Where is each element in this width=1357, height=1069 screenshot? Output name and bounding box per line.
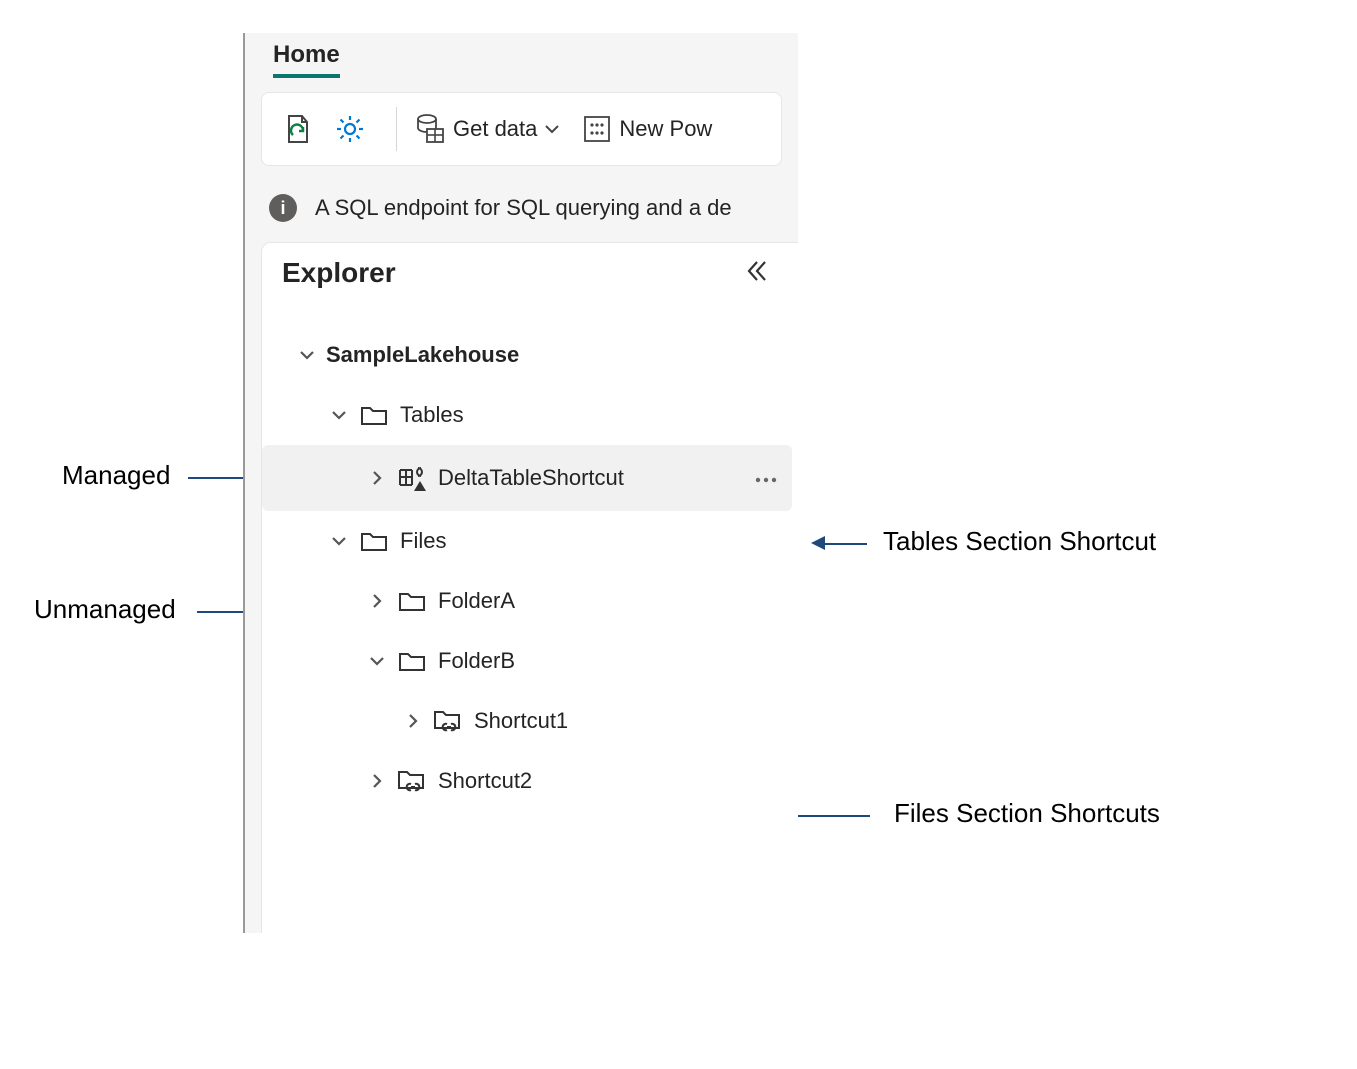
tree-node-root[interactable]: SampleLakehouse bbox=[262, 325, 798, 385]
app-panel: Home bbox=[243, 33, 798, 933]
info-bar: i A SQL endpoint for SQL querying and a … bbox=[269, 194, 774, 222]
tree-label-files: Files bbox=[400, 528, 784, 554]
explorer-tree: SampleLakehouse Tables bbox=[262, 325, 798, 811]
home-tab[interactable]: Home bbox=[273, 41, 340, 78]
chevron-down-icon[interactable] bbox=[296, 346, 318, 364]
explorer-title: Explorer bbox=[282, 257, 396, 289]
toolbar-divider bbox=[396, 107, 397, 151]
table-shortcut-icon bbox=[396, 463, 428, 493]
chevron-down-icon bbox=[543, 120, 561, 138]
grid-dots-icon bbox=[583, 115, 611, 143]
more-options-button[interactable] bbox=[754, 465, 778, 491]
folder-shortcut-icon bbox=[432, 708, 464, 734]
new-pow-button[interactable]: New Pow bbox=[583, 115, 712, 143]
chevron-right-icon[interactable] bbox=[366, 592, 388, 610]
tree-label-delta-shortcut: DeltaTableShortcut bbox=[438, 465, 746, 491]
tree-label-tables: Tables bbox=[400, 402, 784, 428]
ellipsis-icon bbox=[754, 475, 778, 485]
info-text: A SQL endpoint for SQL querying and a de bbox=[315, 195, 732, 221]
arrow-tables bbox=[825, 543, 867, 545]
chevron-down-icon[interactable] bbox=[366, 652, 388, 670]
folder-icon bbox=[396, 589, 428, 613]
arrow-tables-head bbox=[811, 536, 825, 550]
refresh-icon bbox=[282, 113, 312, 145]
tree-label-folder-a: FolderA bbox=[438, 588, 784, 614]
tree-node-tables[interactable]: Tables bbox=[262, 385, 798, 445]
annotation-files-section: Files Section Shortcuts bbox=[894, 798, 1160, 829]
folder-shortcut-icon bbox=[396, 768, 428, 794]
folder-icon bbox=[396, 649, 428, 673]
tree-label-shortcut1: Shortcut1 bbox=[474, 708, 784, 734]
annotation-unmanaged: Unmanaged bbox=[34, 594, 176, 625]
tree-node-delta-shortcut[interactable]: DeltaTableShortcut bbox=[262, 445, 792, 511]
annotation-tables-section: Tables Section Shortcut bbox=[883, 526, 1156, 557]
chevron-double-left-icon bbox=[744, 258, 770, 284]
tree-node-folder-b[interactable]: FolderB bbox=[262, 631, 798, 691]
ribbon-toolbar: Get data New Pow bbox=[261, 92, 782, 166]
tree-node-files[interactable]: Files bbox=[262, 511, 798, 571]
collapse-explorer-button[interactable] bbox=[744, 258, 770, 289]
gear-icon bbox=[334, 113, 366, 145]
database-table-icon bbox=[415, 113, 445, 145]
tree-node-shortcut2[interactable]: Shortcut2 bbox=[262, 751, 798, 811]
tree-node-folder-a[interactable]: FolderA bbox=[262, 571, 798, 631]
annotation-managed: Managed bbox=[62, 460, 170, 491]
get-data-button[interactable]: Get data bbox=[415, 113, 561, 145]
folder-icon bbox=[358, 403, 390, 427]
info-icon: i bbox=[269, 194, 297, 222]
tree-label-root: SampleLakehouse bbox=[326, 342, 784, 368]
chevron-down-icon[interactable] bbox=[328, 406, 350, 424]
tree-label-shortcut2: Shortcut2 bbox=[438, 768, 784, 794]
chevron-down-icon[interactable] bbox=[328, 532, 350, 550]
explorer-panel: Explorer SampleLakehouse bbox=[261, 242, 798, 933]
chevron-right-icon[interactable] bbox=[366, 772, 388, 790]
chevron-right-icon[interactable] bbox=[402, 712, 424, 730]
settings-button[interactable] bbox=[334, 113, 366, 145]
get-data-label: Get data bbox=[453, 116, 537, 142]
new-pow-label: New Pow bbox=[619, 116, 712, 142]
refresh-button[interactable] bbox=[282, 113, 312, 145]
tab-strip: Home bbox=[245, 33, 798, 78]
folder-icon bbox=[358, 529, 390, 553]
tree-node-shortcut1[interactable]: Shortcut1 bbox=[262, 691, 798, 751]
tree-label-folder-b: FolderB bbox=[438, 648, 784, 674]
chevron-right-icon[interactable] bbox=[366, 469, 388, 487]
